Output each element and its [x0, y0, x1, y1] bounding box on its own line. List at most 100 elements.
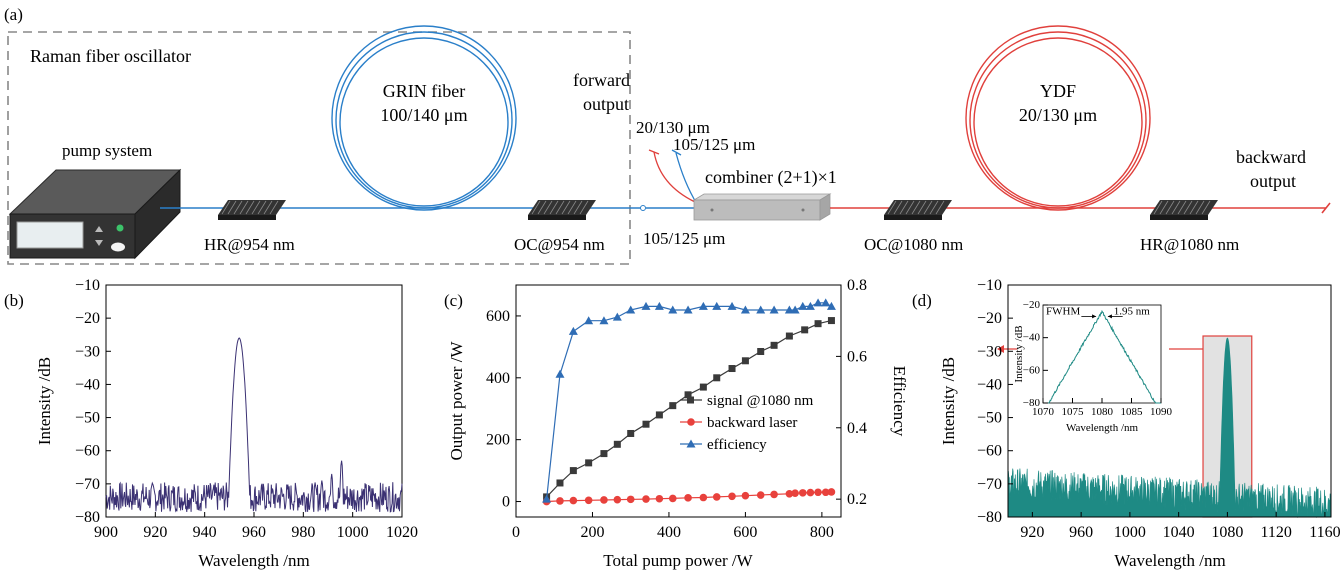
efficiency-point [813, 298, 823, 307]
combiner [692, 193, 832, 221]
x-tick-label: 400 [657, 524, 681, 541]
legend-marker [687, 418, 695, 426]
x-tick-label: 960 [1069, 524, 1093, 541]
signal-point [713, 374, 721, 382]
y-tick-label: −60 [75, 443, 100, 460]
x-tick-label: 1120 [1260, 524, 1291, 541]
efficiency-point [805, 301, 815, 310]
y-tick-label: −20 [1023, 299, 1041, 311]
x-tick-label: 1080 [1091, 406, 1114, 418]
panel-label-b: (b) [4, 291, 24, 310]
y-tick-label: −20 [75, 310, 100, 327]
setup-diagram: (a) Raman fiber oscillator pump system [4, 5, 1331, 265]
efficiency-point [584, 316, 594, 325]
ydf-coil [965, 25, 1151, 211]
backward-point [699, 493, 708, 502]
efficiency-point [769, 305, 779, 314]
signal-point [569, 467, 577, 475]
signal-point [827, 317, 835, 325]
fiber-105-125-top: 105/125 μm [673, 135, 755, 154]
efficiency-point [612, 312, 622, 321]
y-tick-label: 600 [486, 308, 510, 325]
y-tick-label: −40 [75, 376, 100, 393]
x-tick-label: 1160 [1309, 524, 1340, 541]
inset-fwhm-label: FWHM [1046, 305, 1080, 317]
signal-point [801, 326, 809, 334]
efficiency-point [821, 298, 831, 307]
inset-line [1043, 309, 1161, 404]
backward-point [821, 488, 830, 497]
backward-point [806, 488, 815, 497]
oc954-label: OC@954 nm [514, 235, 605, 254]
y-tick-label: −40 [977, 376, 1002, 393]
x-tick-label: 800 [810, 524, 834, 541]
red-input-fiber [653, 151, 696, 203]
x-tick-label: 1075 [1062, 406, 1085, 418]
y-tick-label: −70 [75, 476, 100, 493]
x-tick-label: 1070 [1032, 406, 1055, 418]
x-tick-label: 960 [242, 524, 266, 541]
signal-point [757, 348, 765, 356]
efficiency-point [712, 301, 722, 310]
efficiency-point [668, 305, 678, 314]
ydf-label: YDF [1040, 81, 1076, 101]
inset-fwhm-value: 1.95 nm [1114, 305, 1151, 317]
panel-label-c: (c) [444, 291, 463, 310]
panel-label-d: (d) [912, 291, 932, 310]
panel-label-a: (a) [4, 5, 23, 24]
backward-point [584, 496, 593, 505]
y-tick-label: −80 [75, 509, 100, 526]
x-tick-label: 0 [512, 524, 520, 541]
backward-point [712, 493, 721, 501]
signal-point [669, 402, 677, 410]
x-tick-label: 980 [291, 524, 315, 541]
signal-point [627, 429, 635, 437]
legend-label: efficiency [707, 437, 767, 453]
backward-output-line2: output [1250, 171, 1296, 191]
splice-point [640, 205, 646, 211]
b-ylabel: Intensity /dB [35, 357, 54, 445]
y-tick-label: −20 [977, 310, 1002, 327]
backward-point [827, 488, 836, 496]
backward-point [791, 489, 799, 497]
d-xlabel: Wavelength /nm [1114, 551, 1225, 570]
x-tick-label: 600 [733, 524, 757, 541]
oscillator-box [7, 31, 631, 265]
grin-label: GRIN fiber [383, 81, 465, 101]
efficiency-point [555, 369, 565, 378]
y-tick-label: −80 [1023, 397, 1041, 409]
backward-point [728, 492, 736, 501]
backward-point [785, 490, 794, 498]
spectrum-fill [1007, 337, 1332, 519]
efficiency-point [826, 301, 836, 310]
y-tick-label: −10 [977, 277, 1002, 294]
power-chart-c: (c) 0 200 400 600 80002004006000.20.40.60.8 … [444, 277, 909, 570]
x-tick-label: 1040 [1163, 524, 1195, 541]
oc1080-label: OC@1080 nm [864, 235, 963, 254]
backward-point [798, 489, 807, 497]
x-tick-label: 900 [94, 524, 118, 541]
efficiency-point [798, 301, 808, 310]
efficiency-point [784, 305, 794, 314]
inset-xlabel: Wavelength /nm [1066, 422, 1139, 434]
y2-tick-label: 0.8 [847, 277, 867, 294]
c-y2label: Efficiency [890, 366, 909, 437]
backward-point [684, 494, 692, 502]
x-tick-label: 200 [580, 524, 604, 541]
blue-input-fiber [675, 152, 698, 205]
x-tick-label: 920 [143, 524, 167, 541]
signal-point [785, 332, 793, 340]
y-tick-label: −10 [75, 277, 100, 294]
inset-ylabel: Intensity /dB [1013, 325, 1025, 382]
y-tick-label: −80 [977, 509, 1002, 526]
grin-fiber-coil [331, 25, 517, 211]
signal-point [600, 450, 608, 458]
x-tick-label: 920 [1020, 524, 1044, 541]
d-ylabel: Intensity /dB [939, 357, 958, 445]
fiber-105-125-bottom: 105/125 μm [643, 229, 725, 248]
y-tick-label: −40 [1023, 332, 1041, 344]
y-tick-label: −70 [977, 476, 1002, 493]
signal-point [642, 420, 650, 428]
forward-output-line1: forward [573, 70, 630, 90]
signal-point [585, 459, 593, 467]
